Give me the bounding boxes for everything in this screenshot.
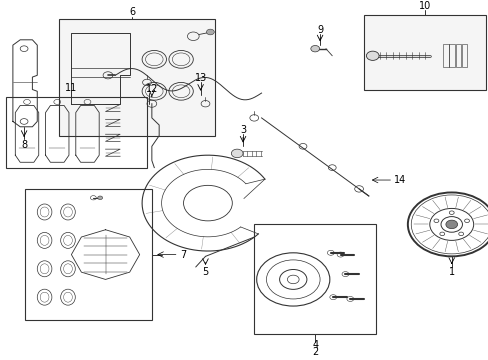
Bar: [448, 44, 454, 67]
Text: 6: 6: [129, 7, 135, 17]
Text: 4: 4: [311, 340, 318, 350]
Bar: [25, 189, 152, 320]
Circle shape: [231, 149, 243, 158]
Text: 8: 8: [21, 140, 27, 149]
Text: 7: 7: [180, 249, 186, 260]
Text: 9: 9: [316, 25, 323, 35]
Text: 10: 10: [418, 1, 430, 11]
Text: 5: 5: [202, 267, 208, 277]
Text: 3: 3: [240, 125, 245, 135]
Text: 13: 13: [194, 73, 206, 83]
Text: 1: 1: [448, 267, 454, 277]
Ellipse shape: [442, 44, 464, 67]
Circle shape: [366, 51, 378, 60]
Circle shape: [445, 220, 457, 229]
Bar: [442, 44, 448, 67]
Text: 14: 14: [394, 175, 406, 185]
Circle shape: [310, 45, 319, 52]
Circle shape: [98, 196, 102, 199]
Bar: [59, 18, 215, 136]
Text: 12: 12: [145, 84, 158, 94]
Bar: [254, 224, 375, 334]
Circle shape: [206, 29, 214, 35]
Bar: [461, 44, 467, 67]
Bar: [455, 44, 460, 67]
Text: 2: 2: [311, 347, 318, 357]
Text: 11: 11: [65, 83, 78, 93]
Bar: [363, 15, 485, 90]
Bar: [5, 96, 147, 168]
